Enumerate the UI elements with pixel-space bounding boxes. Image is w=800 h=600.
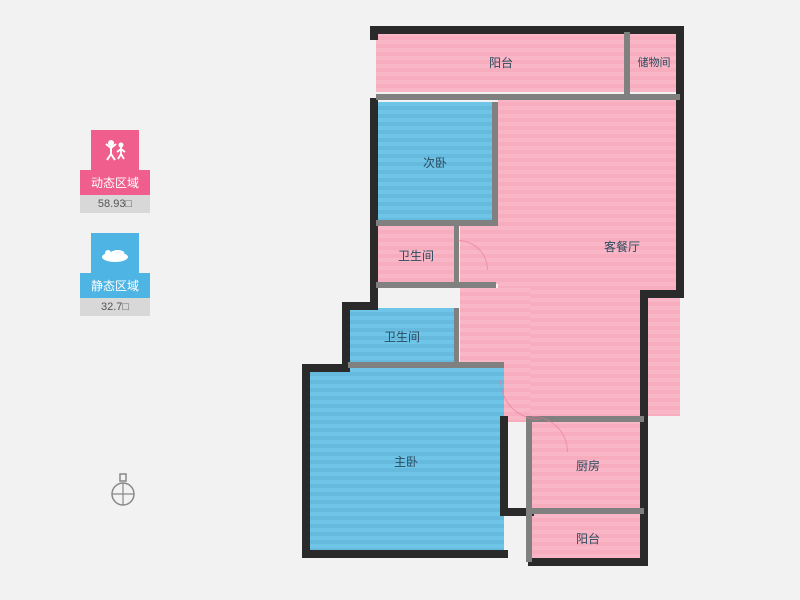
wall: [372, 26, 684, 34]
room-label: 阳台: [576, 530, 600, 547]
wall-thin: [492, 102, 498, 224]
wall-thin: [348, 362, 504, 368]
wall-thin: [532, 508, 644, 514]
wall-thin: [376, 94, 680, 100]
wall: [528, 558, 648, 566]
legend-static: 静态区域 32.7□: [80, 233, 150, 316]
room-label: 客餐厅: [604, 238, 640, 255]
legend-static-label: 静态区域: [80, 273, 150, 298]
wall-thin: [454, 308, 459, 366]
room-label: 厨房: [576, 457, 600, 474]
room-label: 卫生间: [398, 247, 434, 264]
legend-panel: 动态区域 58.93□ 静态区域 32.7□: [80, 130, 150, 336]
wall: [302, 550, 508, 558]
wall: [302, 364, 310, 558]
legend-dynamic-value: 58.93□: [80, 195, 150, 213]
room-label: 阳台: [489, 54, 513, 71]
wall-thin: [376, 220, 498, 226]
wall: [640, 290, 648, 566]
room-label: 主卧: [394, 453, 418, 470]
legend-dynamic-label: 动态区域: [80, 170, 150, 195]
floorplan: 阳台 储物间 次卧 客餐厅 卫生间 卫生间 主卧 厨房 阳台: [300, 20, 700, 580]
room-label: 卫生间: [384, 328, 420, 345]
room-bathroom2: 卫生间: [348, 308, 456, 364]
wall: [370, 26, 378, 40]
wall: [500, 416, 508, 516]
wall: [676, 26, 684, 296]
wall: [370, 98, 378, 310]
room-storage: 储物间: [630, 32, 678, 92]
sleep-icon: [91, 233, 139, 273]
room-balcony-top: 阳台: [376, 32, 626, 92]
room-balcony-bottom: 阳台: [532, 514, 644, 562]
room-label: 储物间: [638, 54, 671, 70]
room-bathroom1: 卫生间: [376, 226, 456, 284]
legend-dynamic: 动态区域 58.93□: [80, 130, 150, 213]
room-second-bedroom: 次卧: [376, 102, 494, 222]
people-icon: [91, 130, 139, 170]
wall-thin: [624, 32, 630, 96]
legend-static-value: 32.7□: [80, 298, 150, 316]
room-master-bedroom: 主卧: [308, 368, 504, 554]
wall-thin: [376, 282, 496, 288]
room-label: 次卧: [423, 154, 447, 171]
compass-icon: [108, 472, 138, 502]
